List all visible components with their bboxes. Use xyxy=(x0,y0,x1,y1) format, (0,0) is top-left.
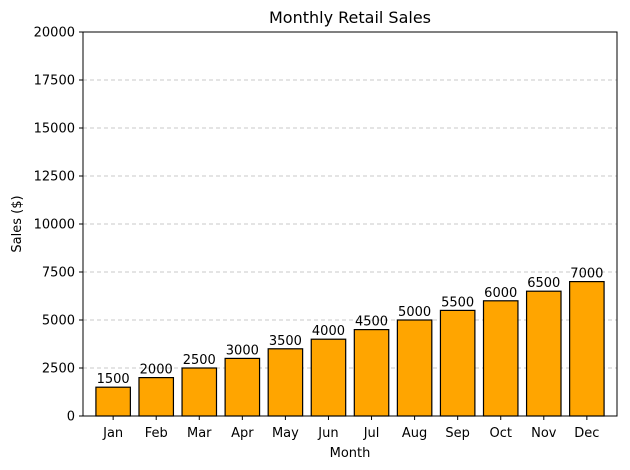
x-tick-label: Oct xyxy=(489,426,511,441)
bar xyxy=(224,357,261,417)
x-tick-label: Jul xyxy=(363,426,380,441)
bar xyxy=(353,329,390,417)
y-tick-label: 17500 xyxy=(34,74,75,89)
bar-value-label: 3000 xyxy=(226,343,259,358)
x-tick-label: Nov xyxy=(531,426,557,441)
bar-value-label: 6500 xyxy=(527,276,560,291)
bar-value-label: 3500 xyxy=(269,334,302,349)
x-tick-label: Apr xyxy=(231,426,254,441)
x-tick-label: Mar xyxy=(187,426,212,441)
bar xyxy=(525,290,562,417)
y-tick-label: 10000 xyxy=(34,218,75,233)
bar xyxy=(396,319,433,417)
x-tick-label: Aug xyxy=(402,426,427,441)
y-tick-label: 2500 xyxy=(42,362,75,377)
bar-value-label: 2500 xyxy=(183,353,216,368)
bar-value-label: 7000 xyxy=(570,267,603,282)
bar xyxy=(95,386,131,417)
y-tick-label: 12500 xyxy=(34,170,75,185)
y-tick-label: 0 xyxy=(67,410,75,425)
chart-title: Monthly Retail Sales xyxy=(269,8,431,27)
bar xyxy=(181,367,218,417)
bar-value-label: 5000 xyxy=(398,305,431,320)
bar-value-label: 4500 xyxy=(355,315,388,330)
x-tick-label: Feb xyxy=(145,426,168,441)
y-tick-label: 5000 xyxy=(42,314,75,329)
y-tick-label: 7500 xyxy=(42,266,75,281)
bar-value-label: 1500 xyxy=(97,372,130,387)
bar-value-label: 5500 xyxy=(441,295,474,310)
bars xyxy=(95,281,605,417)
bar-value-label: 4000 xyxy=(312,324,345,339)
y-tick-label: 15000 xyxy=(34,122,75,137)
bar xyxy=(482,300,519,417)
bar xyxy=(439,309,476,417)
x-axis-title: Month xyxy=(330,446,371,461)
x-tick-label: May xyxy=(272,426,299,441)
x-tick-label: Jun xyxy=(317,426,338,441)
data-labels: 1500 2000 2500 3000 3500 4000 4500 5000 5500 6000… xyxy=(97,267,604,388)
x-tick-label: Jan xyxy=(102,426,123,441)
x-tick-label: Dec xyxy=(574,426,599,441)
x-tick-label: Sep xyxy=(445,426,470,441)
bar-value-label: 6000 xyxy=(484,286,517,301)
bar xyxy=(138,377,175,417)
bar-value-label: 2000 xyxy=(140,363,173,378)
x-axis-ticks: Jan Feb Mar Apr May Jun Jul Aug Sep Oct Nov Dec xyxy=(102,416,599,441)
bar xyxy=(310,338,347,417)
y-tick-label: 20000 xyxy=(34,26,75,41)
bar xyxy=(569,281,605,417)
bar xyxy=(267,348,304,417)
y-axis-ticks: 0 2500 5000 7500 10000 12500 15000 17500 20000 xyxy=(34,26,83,425)
y-axis-title: Sales ($) xyxy=(10,195,25,252)
